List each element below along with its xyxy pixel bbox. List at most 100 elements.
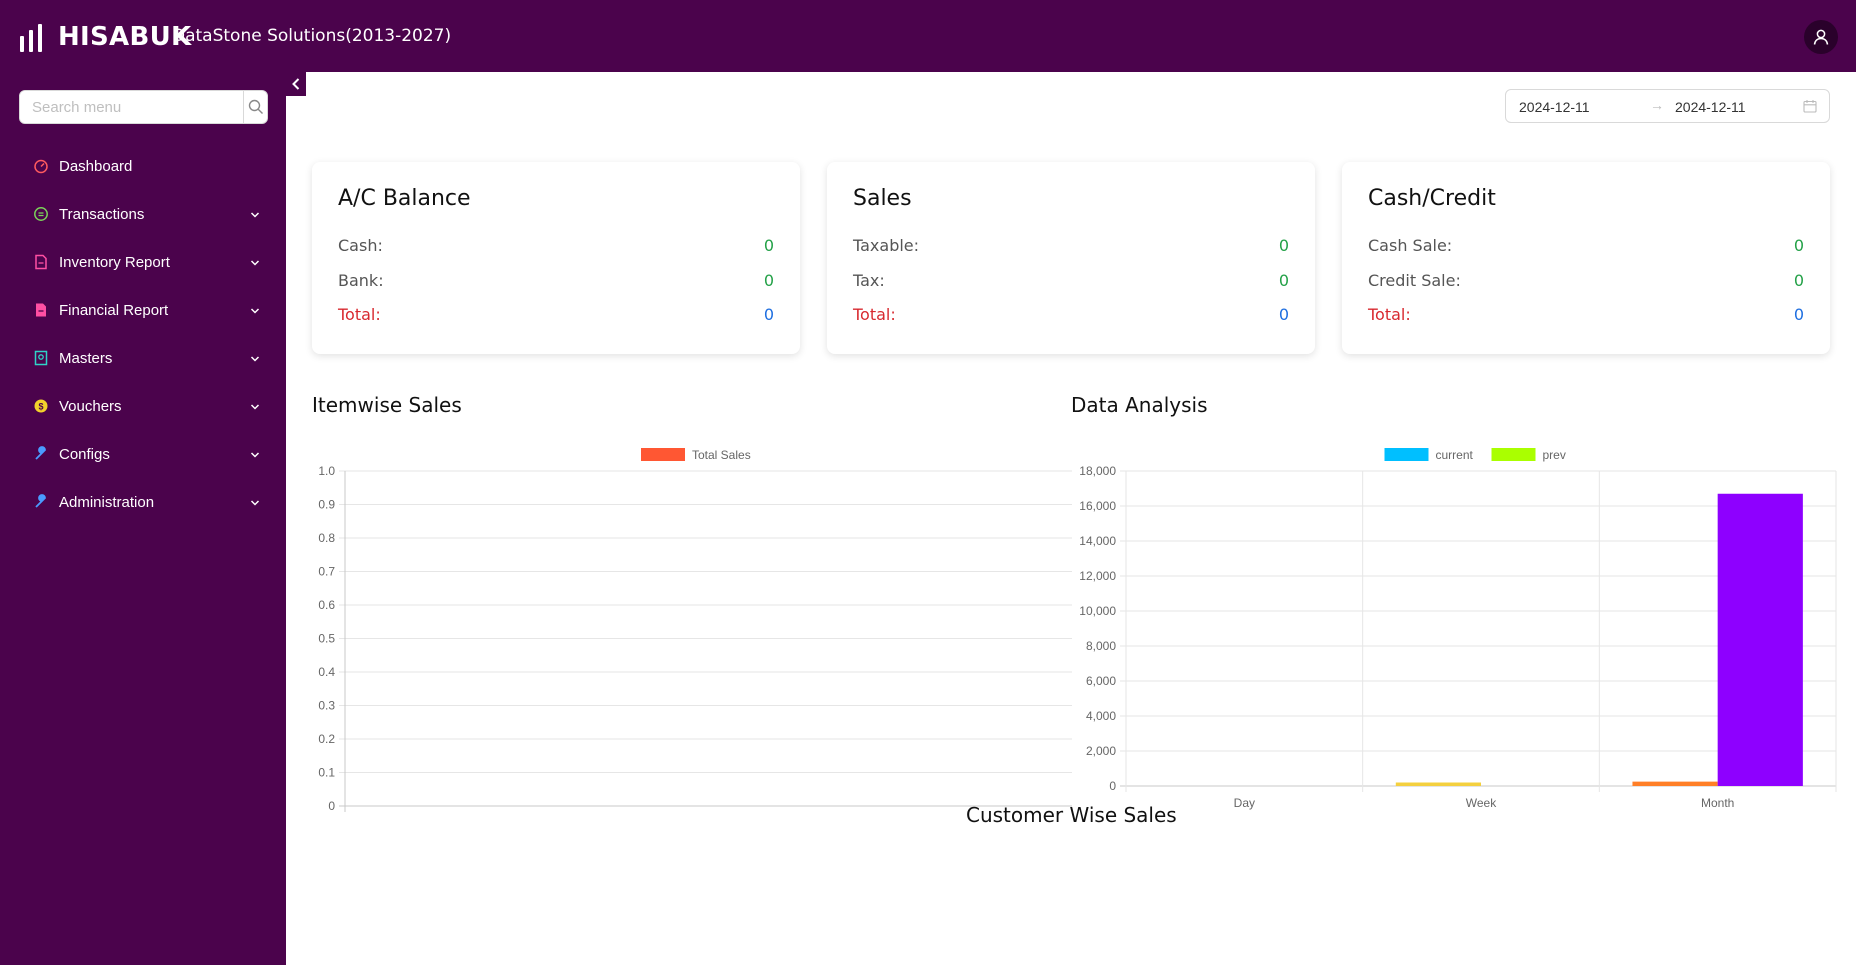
sidebar-collapse-button[interactable] <box>286 72 306 96</box>
svg-text:$: $ <box>38 402 43 412</box>
y-tick-label: 0.9 <box>318 498 335 512</box>
configs-icon <box>33 446 49 462</box>
calendar-icon <box>1803 100 1817 113</box>
chevron-down-icon <box>250 494 260 511</box>
chevron-down-icon <box>250 302 260 319</box>
chevron-down-icon <box>250 254 260 271</box>
row-label: Tax: <box>853 271 885 290</box>
y-tick-label: 0.8 <box>318 531 335 545</box>
data-analysis-title: Data Analysis <box>1071 393 1208 417</box>
card-title: Sales <box>853 186 912 211</box>
sidebar: Dashboard Transactions Inventory Report Fin… <box>0 72 286 965</box>
y-tick-label: 6,000 <box>1086 674 1116 688</box>
bar-current-week <box>1395 782 1481 786</box>
search-icon <box>248 99 263 114</box>
company-name: DataStone Solutions(2013-2027) <box>172 26 452 46</box>
legend-label: current <box>1436 448 1474 462</box>
y-tick-label: 18,000 <box>1079 464 1116 478</box>
sidebar-item-administration[interactable]: Administration <box>0 478 286 526</box>
sidebar-item-masters[interactable]: Masters <box>0 334 286 382</box>
financial-report-icon <box>33 302 49 318</box>
card-row-taxable: Taxable: 0 <box>853 236 1289 258</box>
search-input[interactable] <box>20 91 243 123</box>
user-icon <box>1813 29 1829 45</box>
row-label: Taxable: <box>853 236 920 255</box>
date-range-separator: → <box>1650 97 1664 113</box>
card-row-total: Total: 0 <box>853 305 1289 327</box>
start-date[interactable]: 2024-12-11 <box>1519 99 1590 115</box>
vouchers-icon: $ <box>33 398 49 414</box>
itemwise-sales-chart: 0 0.1 0.2 0.3 0.4 0.5 0.6 0.7 0.8 0.9 1.0 Total Sal… <box>318 448 1072 813</box>
customer-wise-sales-title: Customer Wise Sales <box>966 803 1177 827</box>
legend-swatch <box>1384 448 1429 461</box>
end-date[interactable]: 2024-12-11 <box>1675 99 1746 115</box>
sidebar-item-label: Administration <box>59 493 155 511</box>
y-tick-label: 2,000 <box>1086 744 1116 758</box>
bar-current-month <box>1632 781 1718 786</box>
total-value: 0 <box>763 305 774 324</box>
row-label: Bank: <box>338 271 384 290</box>
sidebar-item-label: Financial Report <box>59 301 169 319</box>
chevron-down-icon <box>250 350 260 367</box>
y-tick-label: 14,000 <box>1079 534 1116 548</box>
sidebar-item-label: Inventory Report <box>59 253 170 271</box>
ac-balance-card: A/C Balance Cash: 0 Bank: 0 Total: 0 <box>312 162 800 354</box>
y-tick-label: 1.0 <box>318 464 335 478</box>
sidebar-item-label: Dashboard <box>59 157 133 175</box>
legend-label: prev <box>1543 448 1566 462</box>
itemwise-sales-title: Itemwise Sales <box>312 393 462 417</box>
sidebar-item-inventory-report[interactable]: Inventory Report <box>0 238 286 286</box>
card-row-cash: Cash: 0 <box>338 236 774 258</box>
card-row-credit-sale: Credit Sale: 0 <box>1368 271 1804 293</box>
chevron-left-icon <box>292 78 300 90</box>
sidebar-item-label: Masters <box>59 349 113 367</box>
x-tick-label: Day <box>1234 796 1255 810</box>
row-value: 0 <box>763 271 774 290</box>
y-tick-label: 16,000 <box>1079 499 1116 513</box>
user-avatar-button[interactable] <box>1804 20 1838 54</box>
top-bar: HISABUK DataStone Solutions(2013-2027) <box>0 0 1856 72</box>
y-tick-label: 12,000 <box>1079 569 1116 583</box>
sidebar-item-financial-report[interactable]: Financial Report <box>0 286 286 334</box>
sidebar-menu: Dashboard Transactions Inventory Report Fin… <box>0 142 286 526</box>
legend-swatch <box>641 448 685 461</box>
bar-prev-month <box>1717 493 1803 786</box>
sidebar-item-vouchers[interactable]: $ Vouchers <box>0 382 286 430</box>
y-tick-label: 0.2 <box>318 732 335 746</box>
date-range-picker[interactable]: 2024-12-11 → 2024-12-11 <box>1505 89 1830 123</box>
logo-icon <box>20 24 44 52</box>
row-label: Credit Sale: <box>1368 271 1461 290</box>
card-row-total: Total: 0 <box>338 305 774 327</box>
row-label: Cash Sale: <box>1368 236 1453 255</box>
y-tick-label: 0.5 <box>318 632 335 646</box>
y-tick-label: 0 <box>1109 779 1116 793</box>
sidebar-item-label: Transactions <box>59 205 145 223</box>
sidebar-item-configs[interactable]: Configs <box>0 430 286 478</box>
row-value: 0 <box>1278 271 1289 290</box>
sidebar-item-label: Vouchers <box>59 397 122 415</box>
search-button[interactable] <box>243 91 267 123</box>
total-label: Total: <box>853 305 896 324</box>
total-value: 0 <box>1278 305 1289 324</box>
brand-name: HISABUK <box>58 22 192 52</box>
y-tick-label: 0.7 <box>318 565 335 579</box>
chevron-down-icon <box>250 398 260 415</box>
card-title: Cash/Credit <box>1368 186 1496 211</box>
row-value: 0 <box>1793 236 1804 255</box>
card-title: A/C Balance <box>338 186 471 211</box>
total-value: 0 <box>1793 305 1804 324</box>
x-tick-label: Week <box>1466 796 1497 810</box>
y-tick-label: 0 <box>328 799 335 813</box>
y-tick-label: 0.1 <box>318 766 335 780</box>
administration-icon <box>33 494 49 510</box>
row-value: 0 <box>1278 236 1289 255</box>
chevron-down-icon <box>250 446 260 463</box>
sidebar-item-dashboard[interactable]: Dashboard <box>0 142 286 190</box>
y-tick-label: 8,000 <box>1086 639 1116 653</box>
row-label: Cash: <box>338 236 383 255</box>
sidebar-item-transactions[interactable]: Transactions <box>0 190 286 238</box>
masters-icon <box>33 350 49 366</box>
inventory-report-icon <box>33 254 49 270</box>
cash-credit-card: Cash/Credit Cash Sale: 0 Credit Sale: 0 … <box>1342 162 1830 354</box>
y-tick-label: 0.6 <box>318 598 335 612</box>
